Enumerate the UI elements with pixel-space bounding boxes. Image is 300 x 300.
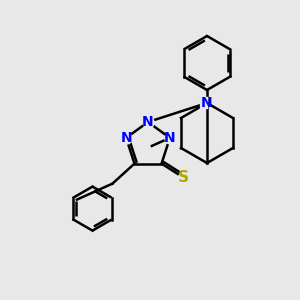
Text: N: N xyxy=(120,131,132,145)
Text: N: N xyxy=(142,115,154,129)
Text: S: S xyxy=(178,170,189,185)
Text: N: N xyxy=(201,96,213,110)
Text: N: N xyxy=(164,131,176,145)
